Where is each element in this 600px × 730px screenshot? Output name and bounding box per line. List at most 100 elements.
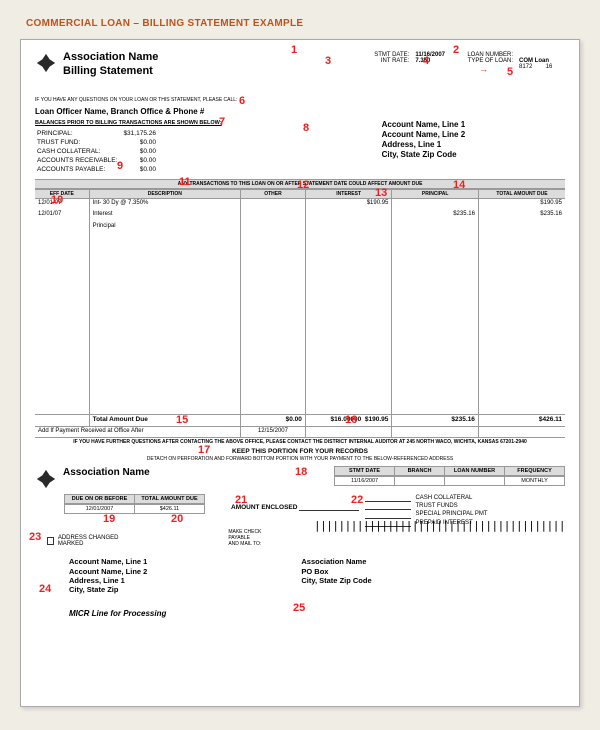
diamond-logo-icon: [35, 52, 57, 74]
remit-header: FREQUENCY: [504, 466, 565, 476]
remit-header: LOAN NUMBER: [444, 466, 505, 476]
remit-value: [394, 476, 445, 486]
callout-16: 16: [345, 414, 357, 426]
balances-table: PRINCIPAL:$31,175.26 TRUST FUND:$0.00 CA…: [35, 128, 162, 175]
tx-desc: Interest: [89, 210, 240, 222]
address-change-row: ADDRESS CHANGED MARKED: [47, 535, 128, 547]
callout-23: 23: [29, 531, 41, 543]
callout-10: 10: [51, 194, 63, 206]
addr-line: City, State Zip Code: [382, 150, 466, 160]
bal-value: $31,175.26: [123, 130, 160, 137]
tx-desc: Principal: [89, 222, 240, 234]
questions-note: IF YOU HAVE ANY QUESTIONS ON YOUR LOAN O…: [35, 97, 565, 103]
bal-label: ACCOUNTS PAYABLE:: [37, 166, 121, 173]
tx-principal: $235.16: [392, 210, 479, 222]
tx-total: $235.16: [478, 210, 565, 222]
callout-21: 21: [235, 494, 247, 506]
make-check-payable: MAKE CHECK PAYABLE AND MAIL TO:: [228, 529, 274, 547]
callout-18: 18: [295, 466, 307, 478]
checkbox-icon: [47, 537, 54, 545]
diamond-logo-icon: [35, 468, 57, 490]
tx-header: PRINCIPAL: [392, 189, 479, 198]
fill-line: [365, 503, 411, 510]
due-value: 12/01/2007: [64, 504, 135, 514]
tx-date: 12/01/07: [35, 210, 89, 222]
address-change-label: ADDRESS CHANGED MARKED: [58, 535, 129, 547]
page-title: COMMERCIAL LOAN – BILLING STATEMENT EXAM…: [26, 18, 580, 29]
due-label: DUE ON OR BEFORE: [64, 494, 135, 504]
arrow-icon: →: [479, 64, 488, 74]
trailing-num: 16: [546, 64, 553, 70]
addr-line: Address, Line 1: [69, 576, 147, 585]
fill-line: [365, 495, 411, 502]
callout-12: 12: [297, 179, 309, 191]
total-due-value: $426.11: [134, 504, 205, 514]
remittance-section: Association Name STMT DATE BRANCH LOAN N…: [35, 466, 565, 618]
bal-value: $0.00: [123, 139, 160, 146]
tx-header: TOTAL AMOUNT DUE: [478, 189, 565, 198]
total-label: Total Amount Due: [89, 414, 240, 426]
line-item-label: CASH COLLATERAL: [415, 494, 472, 502]
org-name: Association Name: [63, 50, 158, 64]
totals-row: Total Amount Due $0.00 $16.00000 $190.95…: [35, 414, 565, 426]
callout-15: 15: [176, 414, 188, 426]
payee-address-block: Association Name PO Box City, State Zip …: [301, 557, 371, 595]
callout-8: 8: [303, 122, 309, 134]
tx-principal: [392, 198, 479, 210]
transactions-table: EFF DATE DESCRIPTION OTHER INTEREST PRIN…: [35, 189, 565, 438]
callout-4: 4: [423, 55, 429, 67]
callout-19: 19: [103, 513, 115, 525]
balances-heading: BALANCES PRIOR TO BILLING TRANSACTIONS A…: [35, 120, 222, 126]
remit-header: BRANCH: [394, 466, 445, 476]
mail-to-line: AND MAIL TO:: [228, 541, 274, 547]
callout-20: 20: [171, 513, 183, 525]
micr-line: MICR Line for Processing: [69, 609, 565, 618]
callout-1: 1: [291, 44, 297, 56]
callout-5: 5: [507, 66, 513, 78]
return-address-block: Account Name, Line 1 Account Name, Line …: [69, 557, 147, 595]
remit-value: MONTHLY: [504, 476, 565, 486]
table-row: Principal: [35, 222, 565, 234]
keep-records-line: KEEP THIS PORTION FOR YOUR RECORDS: [35, 448, 565, 455]
bal-value: $0.00: [123, 157, 160, 164]
line-item-label: TRUST FUNDS: [415, 502, 457, 510]
total-principal: $235.16: [392, 414, 479, 426]
addr-line: Account Name, Line 2: [69, 567, 147, 576]
remit-info-grid: STMT DATE BRANCH LOAN NUMBER FREQUENCY 1…: [335, 466, 565, 486]
addr-line: City, State Zip: [69, 585, 147, 594]
bal-label: PRINCIPAL:: [37, 130, 121, 137]
callout-2: 2: [453, 44, 459, 56]
account-address-block: Account Name, Line 1 Account Name, Line …: [382, 120, 466, 175]
fill-line: [365, 512, 411, 519]
loan-officer-line: Loan Officer Name, Branch Office & Phone…: [35, 107, 565, 116]
addr-line: Address, Line 1: [382, 140, 466, 150]
postal-barcode-icon: ||||||||||||||||||||||||||||||||||||||||…: [314, 519, 565, 532]
callout-7: 7: [219, 116, 225, 128]
statement-subtitle: Billing Statement: [63, 64, 158, 78]
remit-header: STMT DATE: [334, 466, 395, 476]
tx-other: [241, 198, 306, 210]
billing-statement-document: 1 2 3 4 5 → 6 7 8 9 10 11 12 13 14 15 16…: [20, 39, 580, 707]
tx-desc: Int- 30 Dy @ 7.350%: [89, 198, 240, 210]
addr-line: PO Box: [301, 567, 371, 576]
make-check-line: MAKE CHECK PAYABLE: [228, 529, 274, 541]
line-item-label: SPECIAL PRINCIPAL PMT: [415, 510, 487, 518]
callout-3: 3: [325, 55, 331, 67]
addr-line: Account Name, Line 1: [382, 120, 466, 130]
total-interest: $190.95: [365, 416, 389, 423]
bal-label: ACCOUNTS RECEIVABLE:: [37, 157, 121, 164]
callout-13: 13: [375, 187, 387, 199]
bal-value: $0.00: [123, 166, 160, 173]
further-questions-note: IF YOU HAVE FURTHER QUESTIONS AFTER CONT…: [35, 439, 565, 445]
detach-line: DETACH ON PERFORATION AND FORWARD BOTTOM…: [35, 456, 565, 462]
late-label: Add If Payment Received at Office After: [35, 426, 241, 437]
total-other: $0.00: [241, 414, 306, 426]
total-due: $426.11: [478, 414, 565, 426]
addr-line: Account Name, Line 2: [382, 130, 466, 140]
callout-6: 6: [239, 95, 245, 107]
tx-header: OTHER: [241, 189, 306, 198]
callout-11: 11: [179, 176, 191, 188]
callout-17: 17: [198, 444, 210, 456]
callout-9: 9: [117, 160, 123, 172]
table-row: 12/01/07 Int- 30 Dy @ 7.350% $190.95 $19…: [35, 198, 565, 210]
